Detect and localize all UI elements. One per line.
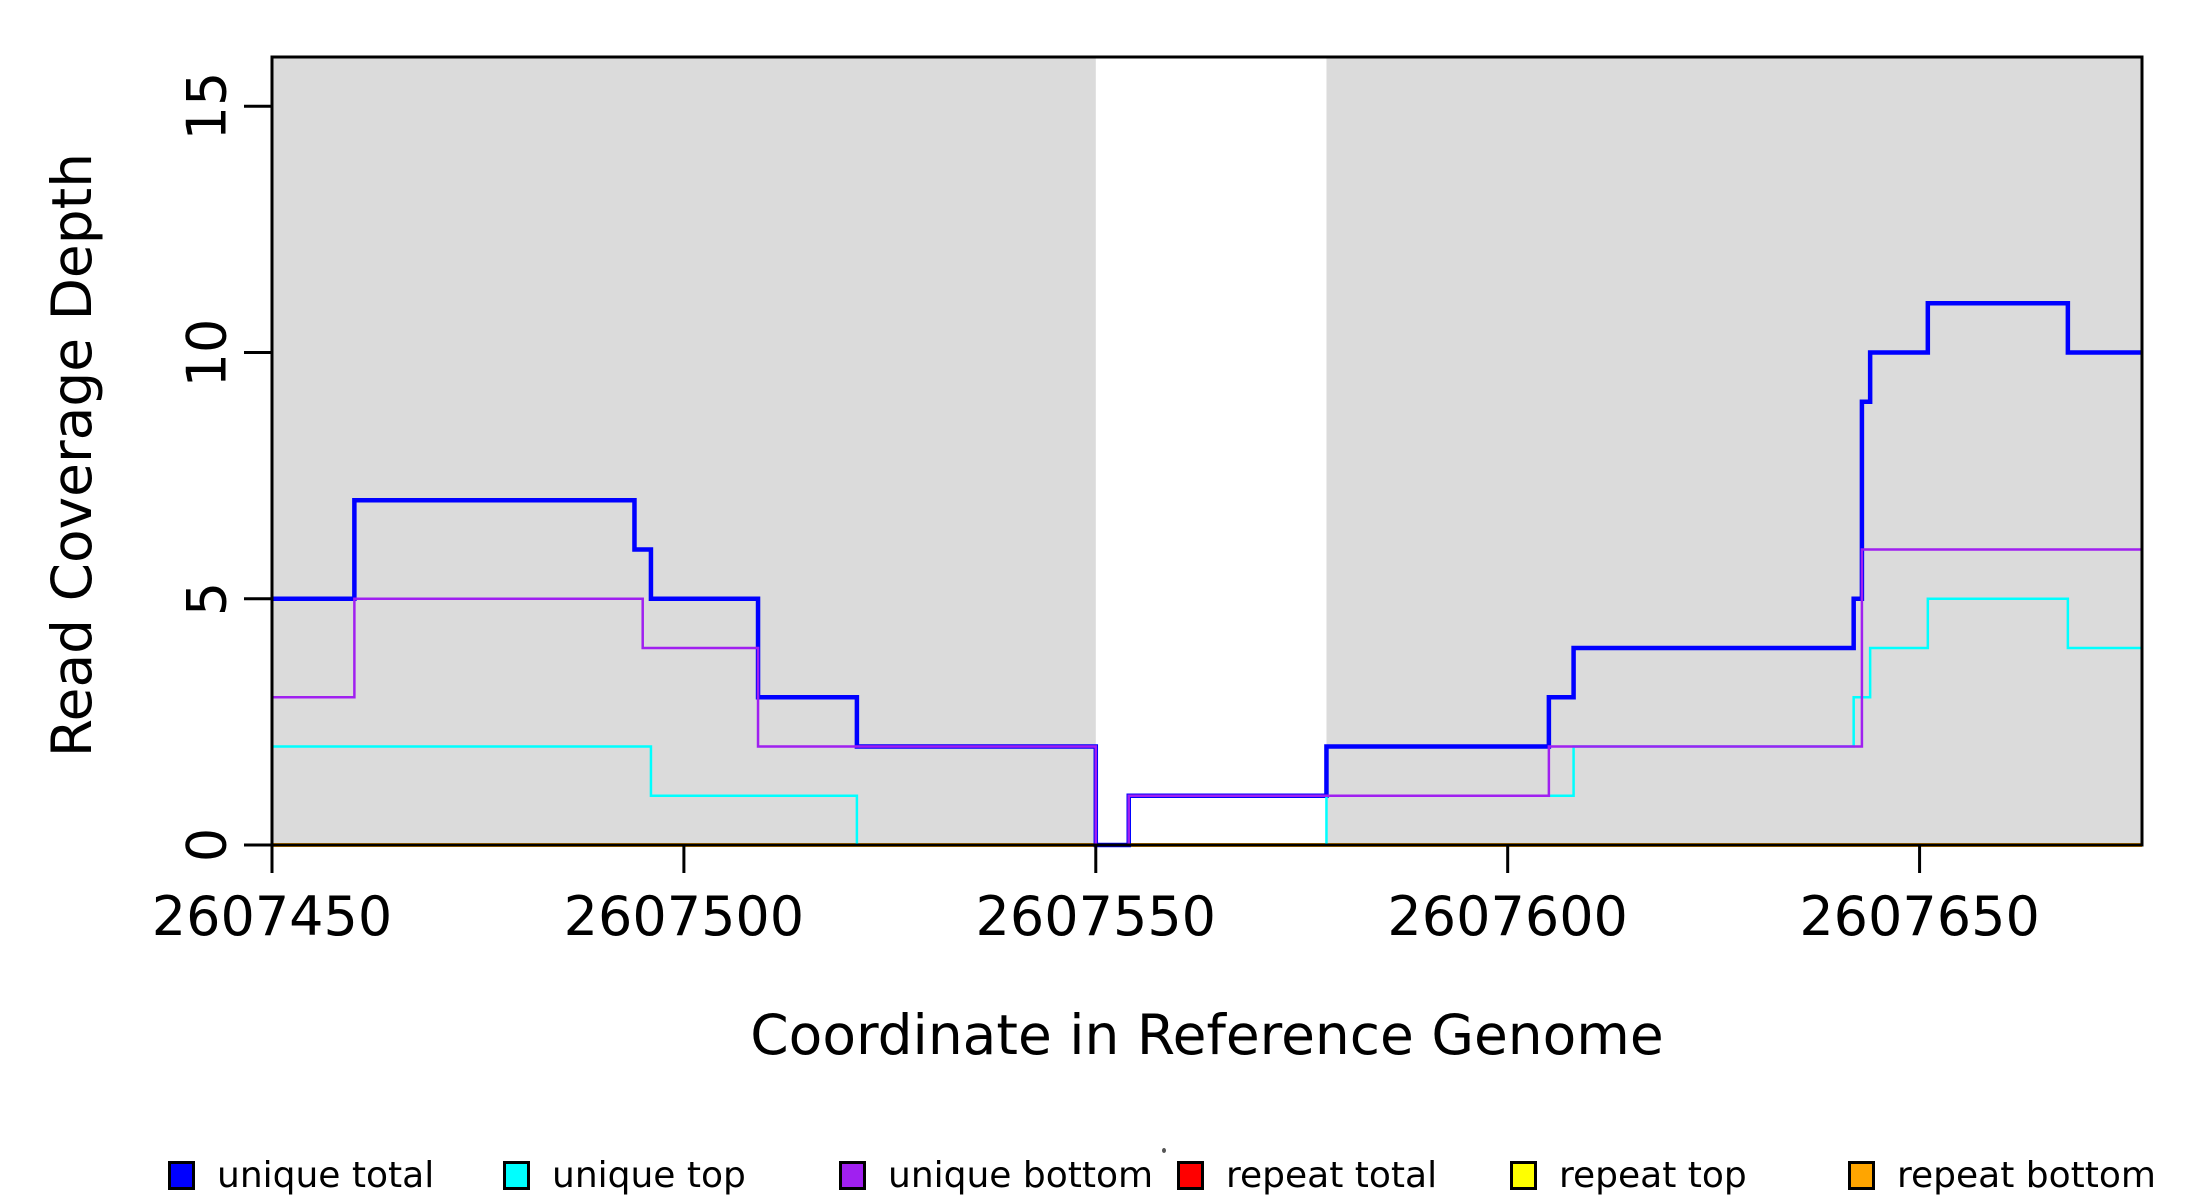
repeat-top-swatch-icon: [1510, 1160, 1537, 1190]
shaded-region-1: [272, 57, 1096, 845]
y-tick-label-0: 0: [175, 827, 239, 863]
legend-item-unique-top: unique top: [503, 1155, 746, 1196]
x-tick-label-2607550: 2607550: [975, 885, 1217, 948]
x-tick-label-2607600: 2607600: [1387, 885, 1628, 948]
repeat-total-swatch-icon: [1177, 1160, 1204, 1190]
x-tick-label-2607500: 2607500: [563, 885, 805, 948]
y-axis-title: Read Coverage Depth: [40, 152, 104, 758]
legend-item-repeat-bottom: repeat bottom: [1848, 1155, 2156, 1196]
series-line-unique-bottom: [272, 548, 2142, 847]
legend-item-unique-total: unique total: [168, 1155, 434, 1196]
unique-total-swatch-icon: [168, 1160, 195, 1190]
plot-box: [270, 55, 2144, 847]
stray-mark: [1162, 1148, 1166, 1153]
series-line-unique-total: [272, 301, 2142, 848]
legend-item-repeat-total: repeat total: [1177, 1155, 1437, 1196]
y-tick-label-5: 5: [175, 581, 239, 616]
y-tick-label-15: 15: [175, 71, 239, 141]
y-tick-label-10: 10: [175, 318, 239, 387]
x-tick-label-2607650: 2607650: [1799, 885, 2040, 948]
shaded-region-2: [1326, 57, 2142, 845]
x-axis-title: Coordinate in Reference Genome: [750, 1003, 1664, 1067]
legend-item-unique-bottom: unique bottom: [839, 1155, 1153, 1196]
legend-item-repeat-top: repeat top: [1510, 1155, 1747, 1196]
unique-top-swatch-icon: [503, 1160, 530, 1190]
x-tick-label-2607450: 2607450: [151, 885, 393, 948]
unique-bottom-swatch-icon: [839, 1160, 866, 1190]
repeat-bottom-swatch-icon: [1848, 1160, 1875, 1190]
